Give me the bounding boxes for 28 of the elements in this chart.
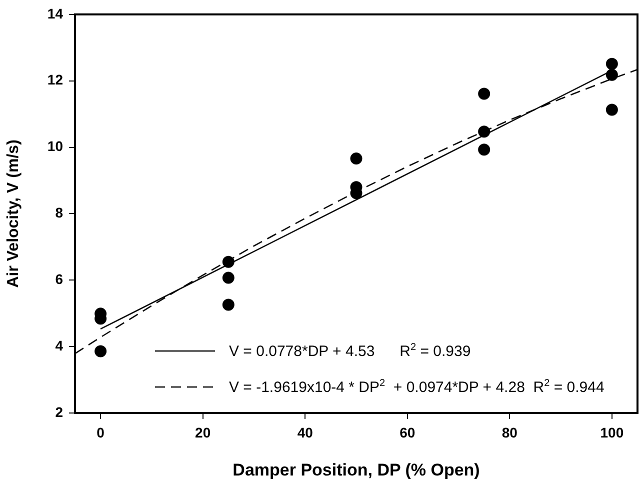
point: [350, 152, 362, 165]
y-tick-label: 4: [55, 337, 64, 354]
point: [94, 345, 107, 358]
point: [222, 298, 234, 311]
x-tick-label: 40: [297, 424, 314, 440]
y-axis-title: Air Velocity, V (m/s): [5, 140, 22, 288]
y-tick-label: 6: [55, 270, 64, 287]
y-tick-label: 12: [47, 72, 64, 88]
point: [606, 104, 618, 116]
y-tick-label: 8: [55, 204, 64, 221]
point: [606, 68, 618, 81]
point: [222, 272, 234, 284]
y-tick-label: 14: [47, 5, 64, 22]
x-tick-label: 0: [96, 424, 105, 440]
point: [478, 126, 490, 138]
legend-label: V = 0.0778*DP + 4.53 R$^{2}$ = 0.939: [229, 342, 471, 360]
x-tick-label: 80: [502, 424, 518, 440]
x-tick-label: 60: [400, 424, 416, 440]
point: [606, 58, 618, 70]
point: [478, 88, 490, 100]
point: [222, 256, 234, 268]
y-tick-label: 2: [55, 404, 64, 420]
x-tick-label: 20: [195, 424, 211, 440]
y-tick-label: 10: [47, 138, 64, 154]
x-axis-title: Damper Position, DP (% Open): [232, 460, 480, 480]
x-tick-label: 100: [600, 424, 624, 440]
point: [478, 144, 490, 156]
legend-label: V = -1.9619x10-4 * DP$^{2}$ + 0.0974*DP + 4.28 R$^{2}$ = 0.944: [229, 378, 604, 396]
